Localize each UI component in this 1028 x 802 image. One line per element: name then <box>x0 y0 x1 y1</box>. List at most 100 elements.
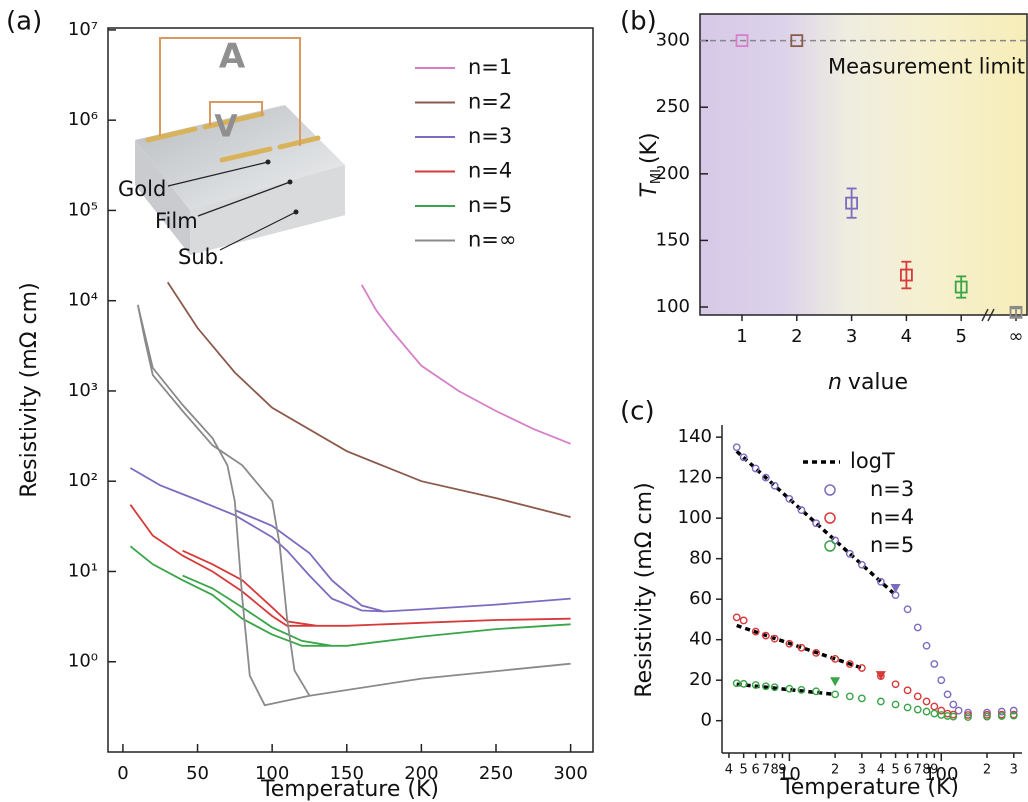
x-tick-label: 2 <box>791 326 802 347</box>
point <box>997 707 1006 716</box>
legend-label: n=4 <box>468 159 512 183</box>
x-axis-label: Temperature (K) <box>780 775 959 800</box>
inset-label: Gold <box>118 177 166 201</box>
point <box>857 664 866 672</box>
y-tick-label: 140 <box>678 426 712 447</box>
data-line <box>166 281 571 518</box>
point <box>770 683 779 692</box>
y-tick-label: 300 <box>656 30 690 51</box>
y-tick-label: 10⁵ <box>68 199 98 220</box>
point <box>964 708 972 717</box>
legend-swatch <box>824 540 836 552</box>
point <box>937 711 946 719</box>
x-tick-label: 7 <box>762 763 770 778</box>
x-tick-label: 5 <box>740 763 748 778</box>
x-tick-label: 4 <box>725 763 733 778</box>
point <box>922 641 931 650</box>
legend-label: n=3 <box>468 124 512 148</box>
x-tick-label: 9 <box>778 763 786 778</box>
point <box>751 681 760 689</box>
plot-frame <box>107 27 594 753</box>
y-tick-label: 10⁴ <box>68 290 98 311</box>
y-tick-label: 10¹ <box>68 560 98 581</box>
point <box>785 684 794 693</box>
legend-swatch <box>824 512 836 524</box>
point <box>1009 305 1023 319</box>
y-axis-label-symbol: T <box>637 183 662 198</box>
point <box>857 560 866 569</box>
x-tick-label: 6 <box>752 763 760 778</box>
point <box>903 686 912 695</box>
legend-label: n=1 <box>468 55 512 79</box>
x-axis-label: n value <box>828 370 908 395</box>
point <box>797 643 806 652</box>
point <box>812 687 821 696</box>
point <box>761 631 770 640</box>
point <box>930 702 939 711</box>
point <box>761 682 770 691</box>
point <box>785 639 794 648</box>
x-tick-label: 0 <box>117 763 128 784</box>
point <box>770 634 779 643</box>
point <box>903 703 912 712</box>
point <box>790 34 804 48</box>
x-tick-label: 4 <box>877 763 885 778</box>
x-tick-label: 250 <box>479 763 513 784</box>
point <box>812 648 821 657</box>
x-tick-label: 150 <box>330 763 364 784</box>
y-tick-label: 150 <box>656 229 690 250</box>
data-line <box>129 545 571 647</box>
point <box>964 713 972 721</box>
point <box>845 196 858 210</box>
x-tick-label: 4 <box>901 326 912 347</box>
point <box>891 680 900 689</box>
y-tick-label: 10⁰ <box>68 651 98 672</box>
y-axis-label: Resistivity (mΩ cm) <box>632 482 657 697</box>
point <box>954 706 963 715</box>
x-tick-label: 300 <box>553 763 587 784</box>
legend-label: n=5 <box>468 193 512 217</box>
panel-b-background <box>700 14 1027 315</box>
x-tick-label: 5 <box>891 763 899 778</box>
inset-label: Film <box>155 209 198 233</box>
panel-label: (b) <box>620 7 657 37</box>
point <box>937 706 946 715</box>
point <box>739 453 748 462</box>
point <box>812 519 821 528</box>
y-tick-label: 20 <box>689 669 712 690</box>
point <box>761 473 770 482</box>
point <box>751 627 760 636</box>
y-tick-label: 10² <box>68 470 98 491</box>
data-line <box>129 467 571 613</box>
panel-label: (a) <box>6 7 42 37</box>
legend-label: logT <box>850 449 895 473</box>
inset-label: V <box>214 110 238 145</box>
point <box>797 506 806 514</box>
point <box>930 660 939 668</box>
y-tick-label: 10⁶ <box>68 109 98 130</box>
transition-marker <box>875 671 886 681</box>
legend-label: n=4 <box>870 505 914 529</box>
legend-label: n=3 <box>870 477 914 501</box>
inset-illustration <box>135 37 345 255</box>
point <box>845 549 854 558</box>
y-tick-label: 120 <box>678 467 712 488</box>
point <box>922 707 931 716</box>
x-tick-label: 7 <box>914 763 922 778</box>
y-tick-label: 40 <box>689 629 712 650</box>
data-line <box>136 304 571 707</box>
transition-marker <box>830 677 841 687</box>
x-tick-label: 5 <box>955 326 966 347</box>
point <box>922 697 931 706</box>
y-axis-label-subscript: MI <box>649 169 664 184</box>
x-axis-label: Temperature (K) <box>260 777 439 802</box>
point <box>913 692 922 701</box>
y-tick-label: 0 <box>701 710 712 731</box>
x-tick-label: 2 <box>831 763 839 778</box>
legend-label: n=5 <box>870 533 914 557</box>
x-tick-label: 3 <box>846 326 857 347</box>
point <box>857 694 866 703</box>
data-line <box>360 284 571 445</box>
point <box>913 705 922 714</box>
